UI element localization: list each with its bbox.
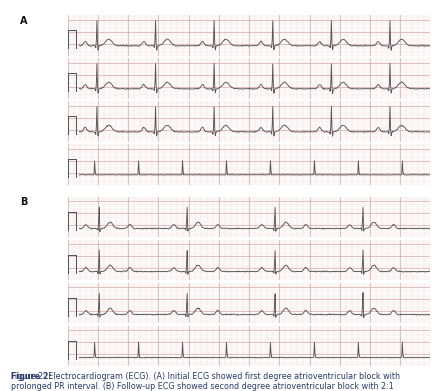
Text: Figure 2:: Figure 2:	[11, 372, 52, 381]
Text: A: A	[20, 16, 27, 26]
Text: Figure 2: Electrocardiogram (ECG). (A) Initial ECG showed first degree atriovent: Figure 2: Electrocardiogram (ECG). (A) I…	[11, 372, 400, 391]
Text: B: B	[20, 197, 27, 208]
